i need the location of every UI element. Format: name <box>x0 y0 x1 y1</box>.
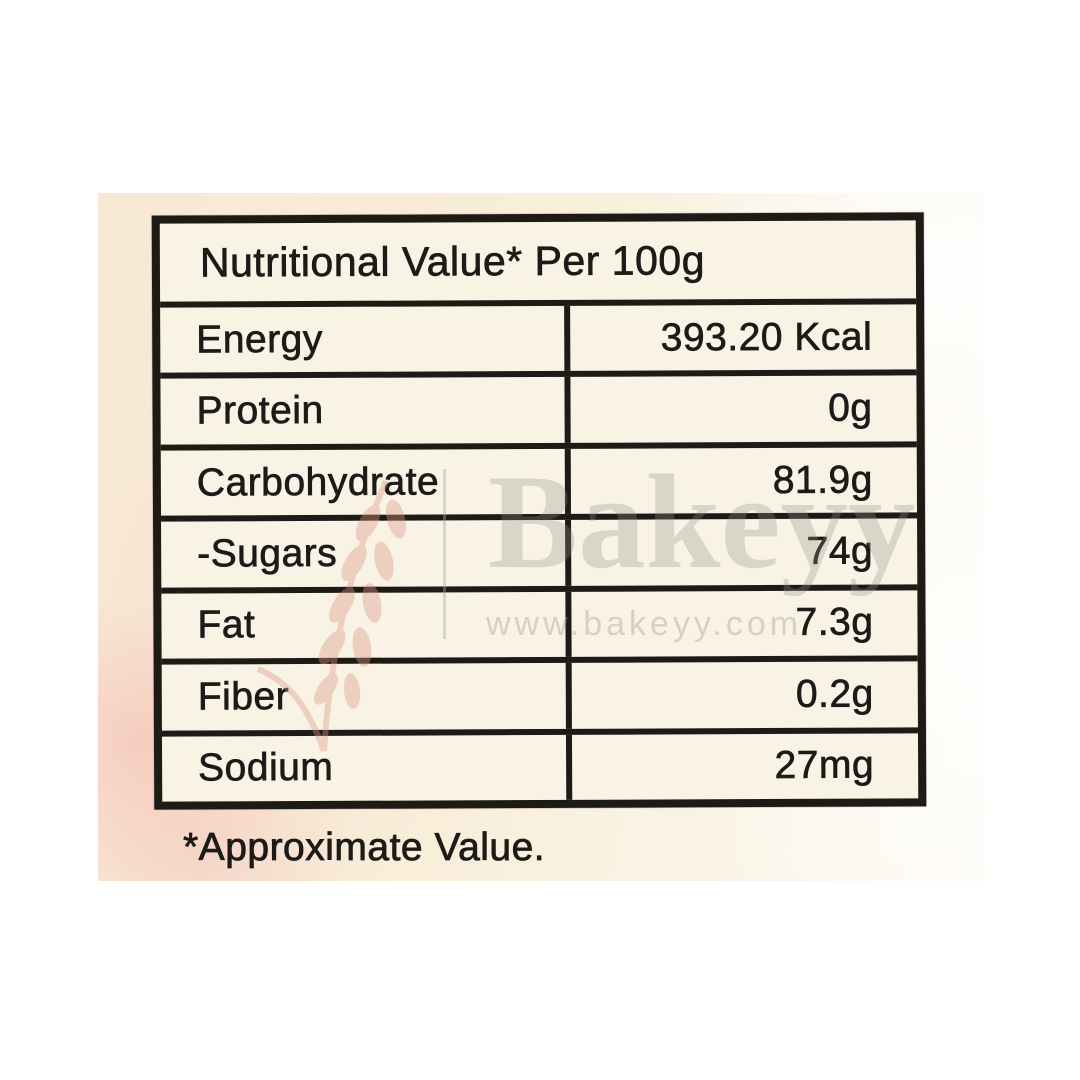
table-row-carbohydrate: Carbohydrate 81.9g <box>160 441 918 516</box>
nutrient-value: 0.2g <box>795 672 874 716</box>
table-row-energy: Energy 393.20 Kcal <box>160 298 917 374</box>
nutrient-value: 7.3g <box>795 600 874 645</box>
nutrient-value: 393.20 Kcal <box>660 315 873 360</box>
nutrient-name: -Sugars <box>161 520 572 588</box>
approximate-value-note: *Approximate Value. <box>183 826 546 870</box>
table-row-fat: Fat 7.3g <box>161 584 918 659</box>
nutrient-name: Sodium <box>161 734 573 802</box>
table-row-sodium: Sodium 27mg <box>161 726 919 802</box>
table-row-fiber: Fiber 0.2g <box>161 655 918 731</box>
nutrient-name: Fiber <box>161 662 572 731</box>
nutrient-name: Carbohydrate <box>160 448 572 516</box>
nutrient-name: Fat <box>161 591 572 659</box>
table-title: Nutritional Value* Per 100g <box>199 236 706 285</box>
nutrient-value: 74g <box>806 529 874 573</box>
nutrient-value: 0g <box>828 386 873 430</box>
nutrient-name: Protein <box>160 377 571 445</box>
table-row-protein: Protein 0g <box>160 369 917 445</box>
nutrition-table: Nutritional Value* Per 100g Energy 393.2… <box>151 212 927 810</box>
table-row-sugars: -Sugars 74g <box>161 512 918 588</box>
nutrient-value: 27mg <box>774 743 875 788</box>
nutrient-value: 81.9g <box>772 458 873 502</box>
label-photo: Nutritional Value* Per 100g Energy 393.2… <box>98 193 984 881</box>
nutrient-name: Energy <box>160 305 571 374</box>
